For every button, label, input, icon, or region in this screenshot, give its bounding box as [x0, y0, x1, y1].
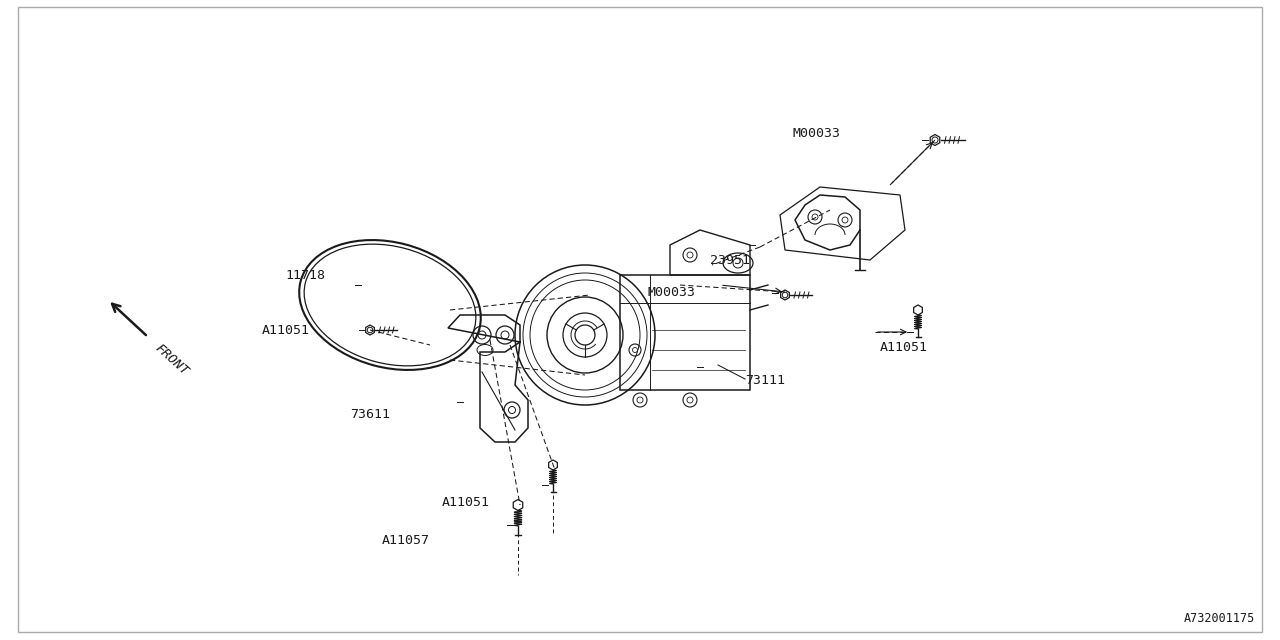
Text: A11051: A11051	[262, 323, 310, 337]
Text: A11051: A11051	[442, 495, 490, 509]
Text: FRONT: FRONT	[152, 342, 191, 378]
Bar	[620, 275, 750, 390]
Text: A732001175: A732001175	[1184, 612, 1254, 625]
Text: 11718: 11718	[285, 269, 325, 282]
Text: A11051: A11051	[881, 340, 928, 353]
Text: 23951: 23951	[710, 253, 750, 266]
Text: 73111: 73111	[745, 374, 785, 387]
Text: M00033: M00033	[792, 127, 840, 140]
Text: M00033: M00033	[646, 285, 695, 298]
Text: 73611: 73611	[349, 408, 390, 422]
Text: A11057: A11057	[381, 534, 430, 547]
